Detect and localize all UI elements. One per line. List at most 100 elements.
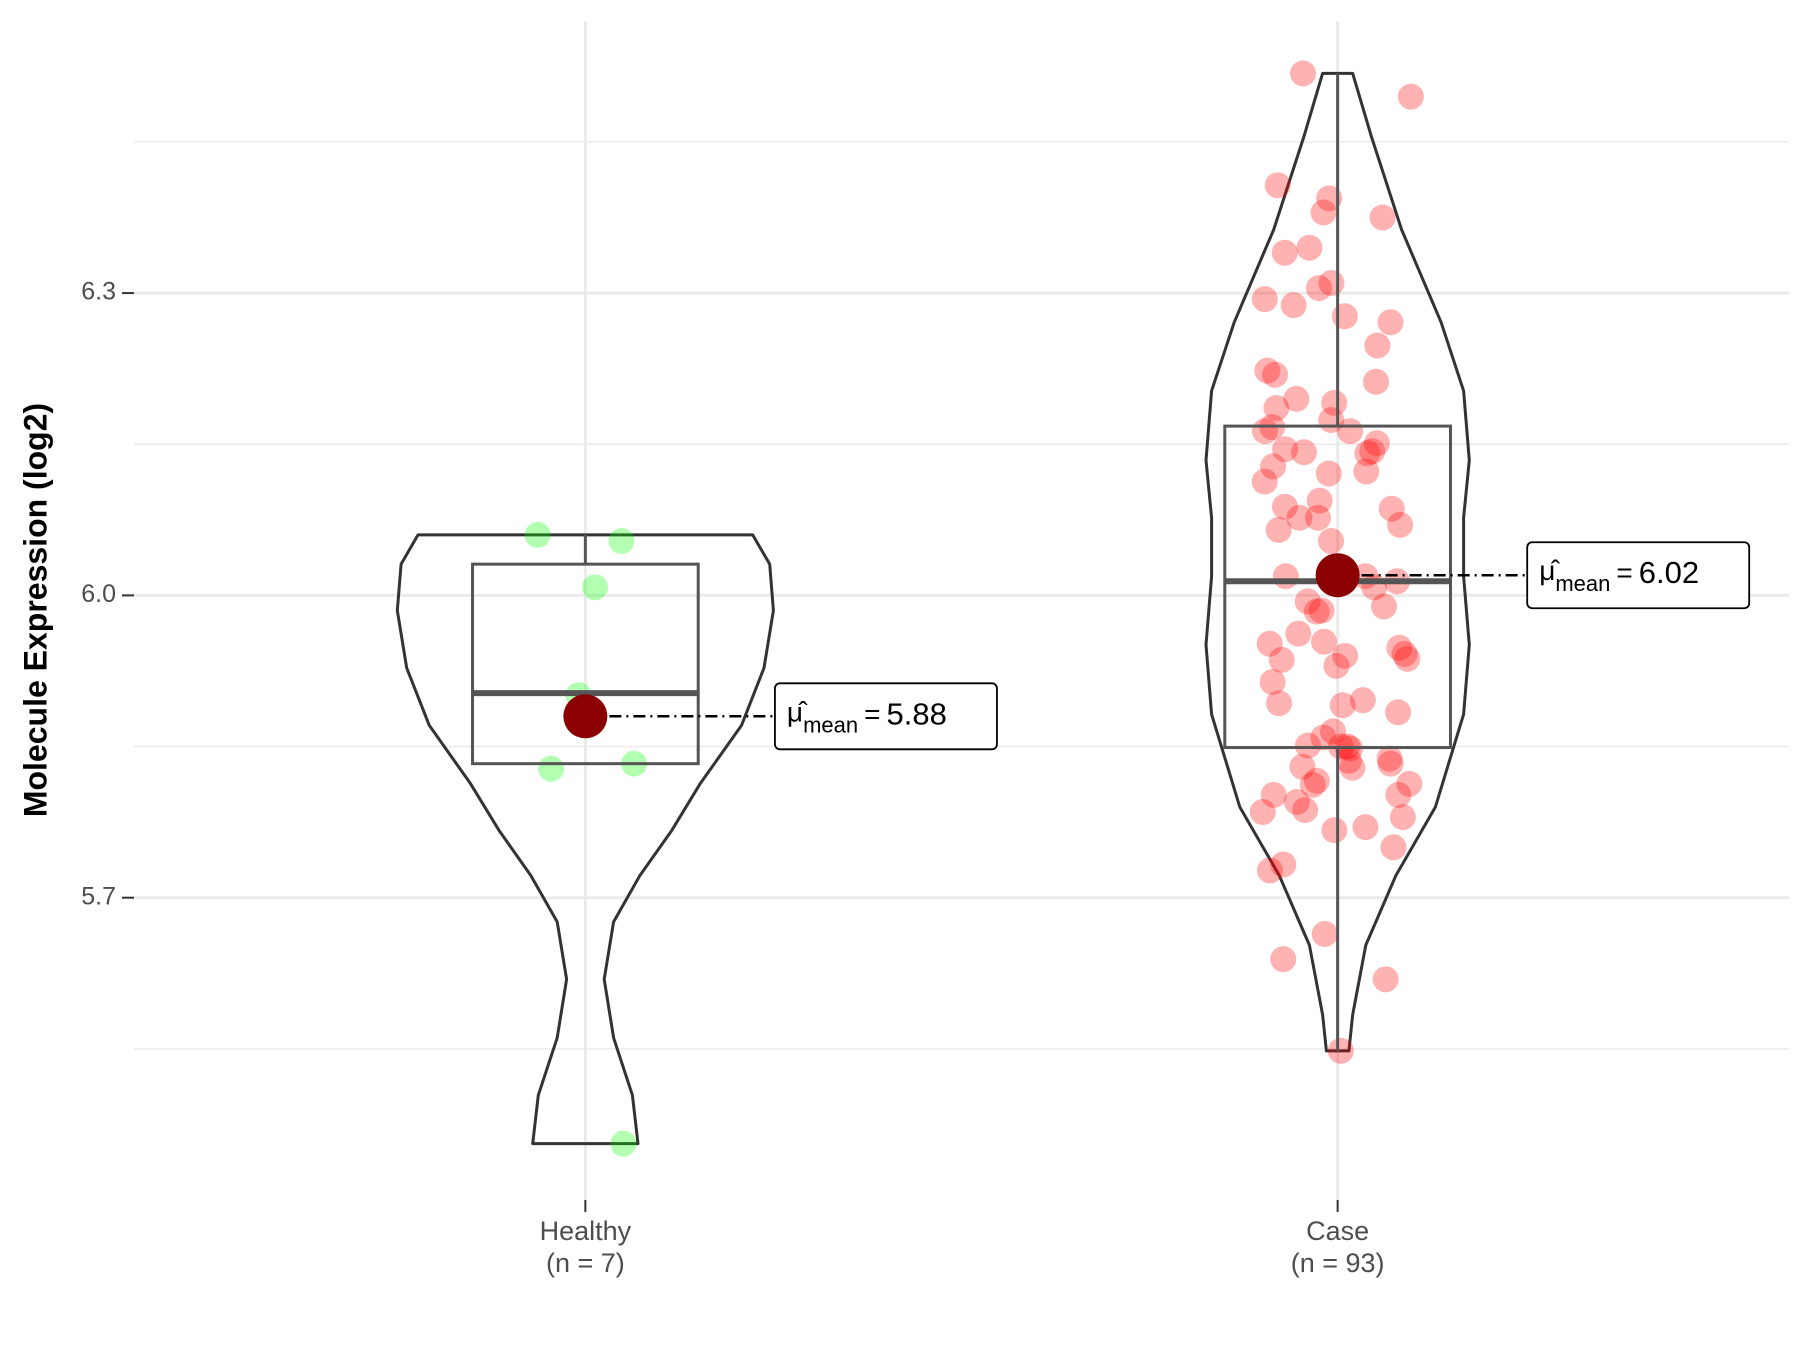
data-point: [1270, 851, 1297, 878]
mean-symbol: μ̂: [1539, 556, 1560, 587]
data-point: [1359, 438, 1386, 465]
data-point: [1264, 172, 1291, 199]
mean-symbol: μ̂: [787, 697, 808, 728]
data-point: [538, 755, 565, 782]
data-point: [1385, 781, 1412, 808]
data-point: [1259, 669, 1286, 696]
data-point: [1364, 332, 1391, 359]
data-point: [1310, 724, 1337, 751]
x-tick-sublabel: (n = 7): [546, 1248, 625, 1278]
data-point: [1354, 440, 1381, 467]
data-point: [1256, 630, 1283, 657]
data-point: [608, 527, 635, 554]
data-point: [1260, 453, 1287, 480]
data-point: [1332, 642, 1359, 669]
y-tick-label: 6.3: [81, 278, 116, 306]
data-point: [1315, 460, 1342, 487]
data-point: [1262, 361, 1289, 388]
data-point: [1263, 394, 1290, 421]
data-point: [1372, 966, 1399, 993]
data-point: [1308, 597, 1335, 624]
y-tick-label: 5.7: [81, 882, 116, 910]
data-point: [1329, 692, 1356, 719]
data-point: [1249, 799, 1276, 826]
data-point: [610, 1130, 637, 1157]
mean-operator: =: [864, 699, 880, 730]
data-point: [1321, 389, 1348, 416]
data-point: [1272, 563, 1299, 590]
data-point: [1305, 504, 1332, 531]
data-point: [1323, 652, 1350, 679]
data-point: [1271, 239, 1298, 266]
violin: [395, 533, 775, 1146]
y-tick-label: 6.0: [81, 580, 116, 608]
data-point: [1311, 628, 1338, 655]
data-point: [1271, 493, 1298, 520]
data-point: [1316, 185, 1343, 212]
data-point: [1397, 83, 1424, 110]
mean-point: [1315, 553, 1360, 598]
mean-point: [563, 694, 608, 739]
data-point: [524, 521, 551, 548]
data-point: [1377, 750, 1404, 777]
data-point: [1260, 781, 1287, 808]
data-point: [1299, 771, 1326, 798]
data-point: [1380, 834, 1407, 861]
data-point: [1363, 430, 1390, 457]
data-point: [1385, 699, 1412, 726]
box: [1223, 424, 1452, 750]
data-point: [1370, 593, 1397, 620]
data-point: [1256, 857, 1283, 884]
data-point: [1339, 754, 1366, 781]
mean-value: 6.02: [1639, 555, 1699, 590]
data-point: [1294, 588, 1321, 615]
data-point: [1285, 620, 1312, 647]
data-point: [1318, 270, 1345, 296]
data-point: [1327, 1037, 1354, 1064]
data-point: [1387, 511, 1414, 538]
data-point: [1389, 804, 1416, 831]
data-point: [1266, 690, 1293, 717]
data-point: [1391, 640, 1418, 667]
data-point: [1352, 814, 1379, 841]
mean-operator: =: [1616, 558, 1632, 589]
mean-subscript: mean: [803, 712, 858, 737]
data-point: [1321, 817, 1348, 844]
data-point: [1396, 770, 1423, 797]
data-point: [1289, 753, 1316, 780]
data-point: [1305, 275, 1332, 302]
data-point: [1283, 385, 1310, 412]
data-point: [1289, 60, 1316, 87]
data-point: [1296, 234, 1323, 261]
data-point: [1310, 199, 1337, 226]
x-tick-sublabel: (n = 93): [1291, 1248, 1385, 1278]
data-point: [1386, 634, 1413, 661]
mean-label: μ̂mean = 6.02: [1539, 555, 1699, 596]
data-point: [1331, 303, 1358, 330]
data-point: [1286, 504, 1313, 531]
x-tick-label: Case: [1306, 1216, 1369, 1246]
data-point: [1303, 598, 1330, 625]
data-point: [1369, 204, 1396, 231]
data-point: [1280, 292, 1307, 319]
data-point: [1303, 767, 1330, 794]
data-point: [1349, 687, 1376, 714]
mean-value: 5.88: [886, 696, 946, 731]
data-point: [1294, 732, 1321, 759]
data-point: [1363, 368, 1390, 395]
data-point: [1353, 458, 1380, 485]
data-point: [1254, 357, 1281, 384]
data-point: [1377, 309, 1404, 336]
x-tick-label: Healthy: [540, 1216, 632, 1246]
data-point: [1306, 487, 1333, 514]
data-point: [1251, 418, 1278, 445]
data-point: [582, 574, 609, 601]
mean-label-box: [774, 682, 998, 751]
violin: [1204, 71, 1471, 1053]
data-point: [1270, 946, 1297, 973]
box: [471, 562, 700, 766]
data-point: [1318, 527, 1345, 554]
data-point: [1292, 797, 1319, 824]
